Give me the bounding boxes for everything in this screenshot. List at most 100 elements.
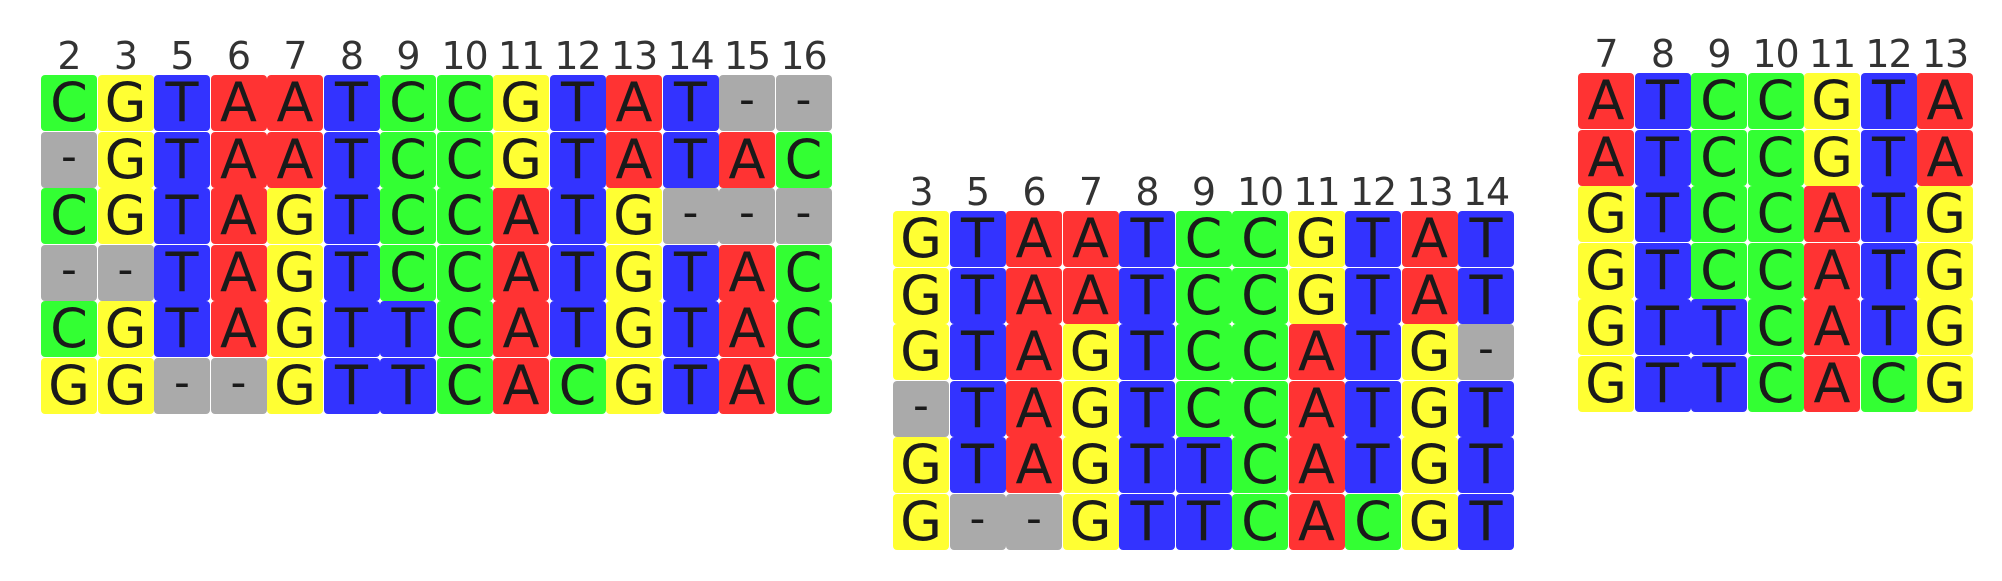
nucleotide-cell: T	[1458, 380, 1514, 437]
position-label: 7	[1594, 32, 1618, 76]
nucleotide-letter: T	[674, 127, 707, 191]
nucleotide-letter: G	[500, 71, 542, 134]
nucleotide-cell: T	[1691, 299, 1747, 355]
nucleotide-cell: A	[493, 301, 549, 357]
nucleotide-cell: C	[436, 184, 493, 247]
position-label: 12	[554, 34, 601, 78]
nucleotide-cell: C	[1232, 324, 1288, 380]
nucleotide-letter: C	[1184, 320, 1223, 383]
nucleotide-letter: T	[561, 297, 594, 360]
nucleotide-letter: T	[1130, 207, 1164, 270]
nucleotide-letter: T	[335, 297, 368, 360]
nucleotide-cell: C	[1860, 355, 1917, 412]
nucleotide-cell: A	[210, 301, 267, 357]
nucleotide-cell: A	[1006, 211, 1062, 267]
nucleotide-letter: T	[961, 433, 994, 496]
nucleotide-cell: C	[1232, 267, 1288, 324]
nucleotide-letter: G	[1924, 238, 1966, 302]
nucleotide-letter: T	[391, 353, 425, 417]
nucleotide-letter: T	[1646, 69, 1679, 132]
nucleotide-letter: T	[1469, 263, 1503, 327]
nucleotide-letter: T	[1872, 238, 1905, 302]
nucleotide-cell: A	[210, 244, 267, 301]
nucleotide-letter: -	[739, 187, 755, 238]
nucleotide-cell: T	[323, 357, 380, 414]
nucleotide-letter: A	[502, 353, 540, 417]
nucleotide-letter: -	[969, 492, 986, 544]
nucleotide-letter: C	[445, 184, 484, 247]
nucleotide-cell: G	[1401, 324, 1458, 380]
nucleotide-letter: T	[1469, 489, 1503, 553]
position-label: 5	[170, 34, 194, 78]
nucleotide-cell: T	[1345, 324, 1401, 380]
nucleotide-cell: A	[493, 353, 549, 417]
nucleotide-letter: C	[1241, 433, 1279, 496]
nucleotide-letter: G	[900, 489, 942, 553]
nucleotide-cell: G	[893, 437, 949, 493]
nucleotide-letter: T	[335, 240, 368, 304]
nucleotide-cell: G	[1288, 267, 1345, 324]
nucleotide-cell: C	[1345, 489, 1401, 553]
nucleotide-cell: A	[1804, 242, 1860, 299]
nucleotide-letter: G	[900, 207, 942, 270]
nucleotide-cell: T	[1634, 69, 1691, 132]
nucleotide-letter: C	[1184, 263, 1223, 327]
nucleotide-letter: G	[613, 297, 655, 360]
nucleotide-cell: A	[719, 244, 775, 301]
nucleotide-cell: T	[1634, 186, 1691, 242]
nucleotide-cell: T	[1634, 299, 1691, 355]
nucleotide-letter: T	[1130, 433, 1164, 496]
nucleotide-letter: T	[165, 297, 199, 360]
nucleotide-cell: G	[267, 357, 323, 414]
nucleotide-cell: T	[154, 75, 210, 131]
nucleotide-cell: C	[1232, 380, 1288, 437]
nucleotide-letter: A	[220, 71, 257, 134]
nucleotide-cell: T	[949, 211, 1006, 267]
position-label: 7	[283, 34, 307, 78]
nucleotide-letter: C	[389, 71, 427, 134]
nucleotide-cell: T	[380, 353, 436, 417]
nucleotide-letter: C	[1354, 489, 1392, 553]
nucleotide-letter: -	[795, 187, 812, 238]
nucleotide-letter: C	[50, 184, 88, 247]
gap-cell: -	[719, 188, 775, 244]
nucleotide-cell: G	[493, 75, 549, 131]
position-label: 8	[1135, 170, 1159, 214]
nucleotide-letter: T	[674, 297, 707, 360]
nucleotide-letter: C	[1184, 376, 1223, 440]
nucleotide-cell: C	[1175, 211, 1232, 267]
position-label: 14	[667, 34, 714, 78]
nucleotide-cell: A	[1006, 263, 1062, 327]
nucleotide-cell: A	[1006, 380, 1062, 437]
nucleotide-cell: T	[1119, 211, 1175, 267]
nucleotide-letter: C	[784, 127, 823, 191]
nucleotide-cell: T	[1119, 380, 1175, 437]
nucleotide-cell: G	[97, 357, 154, 414]
nucleotide-letter: A	[1015, 263, 1053, 327]
gap-cell: -	[893, 380, 949, 437]
nucleotide-cell: G	[893, 267, 949, 324]
position-label: 11	[497, 34, 545, 78]
nucleotide-letter: T	[1356, 376, 1390, 440]
nucleotide-cell: A	[1288, 437, 1345, 493]
nucleotide-cell: A	[1804, 186, 1860, 242]
nucleotide-cell: T	[662, 297, 719, 360]
nucleotide-cell: C	[41, 75, 97, 131]
nucleotide-letter: T	[1872, 182, 1905, 245]
nucleotide-cell: A	[1401, 211, 1458, 267]
nucleotide-cell: T	[1458, 263, 1514, 327]
position-label: 16	[780, 34, 827, 78]
nucleotide-cell: T	[323, 131, 380, 188]
nucleotide-cell: A	[210, 188, 267, 244]
nucleotide-cell: C	[1747, 186, 1804, 242]
nucleotide-letter: T	[961, 320, 994, 383]
nucleotide-cell: C	[1232, 211, 1288, 267]
nucleotide-cell: C	[549, 357, 606, 414]
nucleotide-cell: C	[1691, 242, 1747, 299]
nucleotide-letter: T	[1646, 351, 1679, 415]
nucleotide-cell: A	[1288, 380, 1345, 437]
nucleotide-letter: C	[1756, 351, 1795, 415]
nucleotide-letter: A	[1072, 207, 1109, 270]
nucleotide-cell: T	[1691, 355, 1747, 412]
nucleotide-letter: C	[50, 297, 88, 360]
